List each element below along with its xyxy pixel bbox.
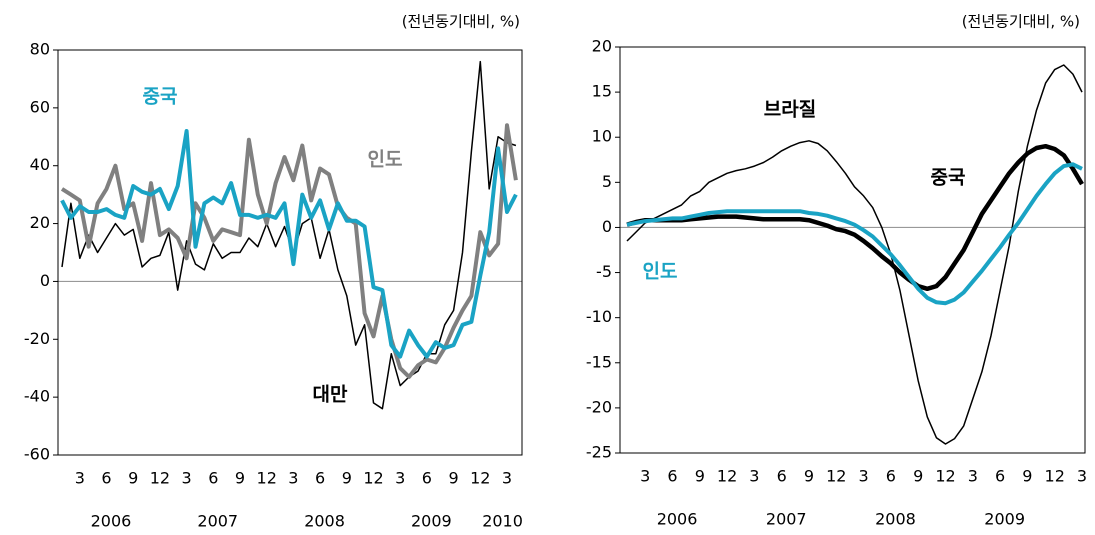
x-tick-label: 9 [235,469,245,488]
series-line [626,64,1083,445]
x-tick-label: 3 [502,469,512,488]
y-tick-label: -20 [586,397,612,416]
year-label: 2008 [304,512,345,531]
year-label: 2009 [984,510,1025,529]
year-label: 2010 [482,512,523,531]
y-tick-label: 20 [30,213,50,232]
y-tick-label: 5 [602,172,612,191]
x-tick-label: 6 [422,469,432,488]
x-tick-label: 12 [717,467,737,486]
y-tick-label: 40 [30,155,50,174]
series-line [60,129,518,359]
x-tick-label: 3 [75,469,85,488]
y-tick-label: -5 [596,262,612,281]
x-tick-label: 6 [995,467,1005,486]
series-line [626,143,1084,292]
x-tick-label: 12 [470,469,490,488]
series-label: 브라질 [764,99,816,121]
year-label: 2006 [91,512,132,531]
year-label: 2009 [411,512,452,531]
subtitle: (전년동기대비, %) [962,13,1080,31]
x-tick-label: 12 [150,469,170,488]
x-tick-label: 3 [968,467,978,486]
x-tick-label: 12 [1045,467,1065,486]
x-tick-label: 3 [749,467,759,486]
x-tick-label: 9 [342,469,352,488]
series-label: 인도 [368,149,403,171]
x-tick-label: 9 [449,469,459,488]
plot-frame [57,49,523,456]
y-tick-label: 0 [602,217,612,236]
y-tick-label: -40 [24,387,50,406]
y-tick-label: 10 [592,127,612,146]
y-tick-label: 60 [30,97,50,116]
x-tick-label: 9 [695,467,705,486]
x-tick-label: 12 [363,469,383,488]
x-tick-label: 6 [315,469,325,488]
series-label: 중국 [931,167,966,189]
plot-frame [619,46,1086,454]
x-tick-label: 3 [395,469,405,488]
y-tick-label: -25 [586,443,612,462]
x-tick-label: 3 [640,467,650,486]
y-tick-label: 80 [30,40,50,59]
series-line [626,162,1083,306]
year-label: 2007 [766,510,807,529]
y-tick-label: -10 [586,307,612,326]
series-label: 인도 [643,261,678,283]
x-tick-label: 9 [913,467,923,486]
x-tick-label: 9 [128,469,138,488]
x-tick-label: 3 [182,469,192,488]
x-tick-label: 3 [288,469,298,488]
x-tick-label: 6 [101,469,111,488]
x-tick-label: 6 [208,469,218,488]
x-tick-label: 12 [826,467,846,486]
x-tick-label: 9 [1022,467,1032,486]
x-tick-label: 6 [886,467,896,486]
subtitle: (전년동기대비, %) [402,13,520,31]
y-tick-label: -60 [24,445,50,464]
x-tick-label: 6 [667,467,677,486]
x-tick-label: 3 [1077,467,1087,486]
x-tick-label: 12 [257,469,277,488]
year-label: 2008 [875,510,916,529]
series-label: 대만 [313,384,348,406]
year-label: 2006 [657,510,698,529]
series-line [60,123,518,379]
y-tick-label: 0 [40,271,50,290]
x-tick-label: 3 [859,467,869,486]
x-tick-label: 12 [935,467,955,486]
y-tick-label: -20 [24,329,50,348]
series-label: 중국 [143,86,178,108]
year-label: 2007 [197,512,238,531]
y-tick-label: -15 [586,352,612,371]
x-tick-label: 9 [804,467,814,486]
y-tick-label: 15 [592,82,612,101]
x-tick-label: 6 [777,467,787,486]
y-tick-label: 20 [592,37,612,56]
